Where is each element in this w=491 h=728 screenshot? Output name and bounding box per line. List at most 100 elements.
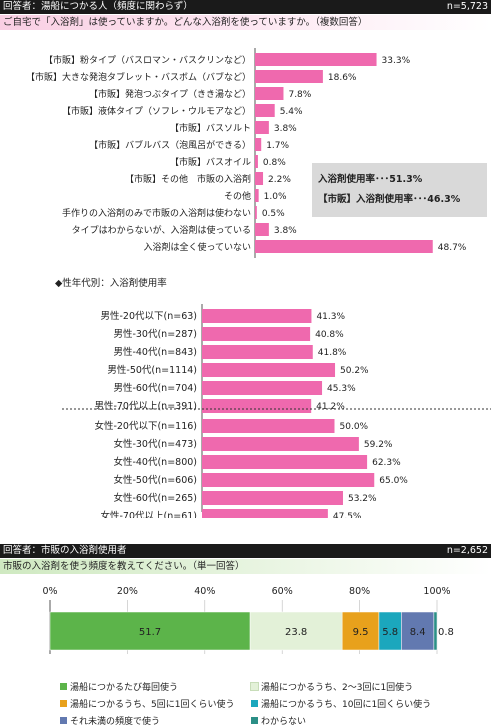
legend-item: わからない [251, 716, 306, 728]
section1-sample-size: n=5,723 [446, 1, 488, 12]
bar [255, 172, 264, 185]
bar-category-label: 【市販】粉タイプ（バスロマン・バスクリンなど） [44, 54, 251, 66]
usage-type-chart: 【市販】粉タイプ（バスロマン・バスクリンなど） 33.3% 【市販】大きな発泡タブレ… [26, 48, 487, 258]
section2-respondents: 回答者：市販の入浴剤使用者 [3, 545, 127, 556]
segment-value-label: 9.5 [353, 627, 369, 638]
bar-category-label: 【市販】バブルバス（泡風呂ができる） [89, 139, 251, 151]
summary-box [312, 163, 487, 217]
bar [202, 437, 359, 451]
bar [202, 473, 375, 487]
bar-category-label: 【市販】バスオイル [170, 156, 251, 168]
legend-swatch [60, 717, 67, 724]
bar-category-label: 女性-50代(n=606) [113, 474, 197, 486]
legend-item: それ未満の頻度で使う [60, 716, 160, 728]
bar-category-label: 女性-70代以上(n=61) [101, 510, 198, 518]
legend-item: 湯船につかるうち、10回に1回くらい使う [251, 699, 431, 711]
segment-value-label: 51.7 [139, 627, 161, 638]
bar-value-label: 33.3% [382, 56, 411, 66]
x-tick-label: 0% [42, 586, 57, 597]
bar-category-label: 男性-70代以上(n=391) [94, 400, 197, 412]
bar-value-label: 40.8% [315, 330, 344, 340]
bar-value-label: 50.0% [340, 422, 369, 432]
bar [255, 223, 269, 236]
section2-header: 回答者：市販の入浴剤使用者 n=2,652 [0, 544, 491, 558]
bar-value-label: 18.6% [328, 73, 357, 83]
segment-value-label: 8.4 [410, 627, 426, 638]
bar-value-label: 7.8% [288, 90, 311, 100]
bar [255, 189, 259, 202]
bar-value-label: 2.2% [268, 175, 291, 185]
bar-value-label: 48.7% [438, 243, 467, 253]
bar-category-label: 【市販】液体タイプ（ソフレ・ウルモアなど） [62, 105, 251, 117]
legend-label: 湯船につかるうち、5回に1回くらい使う [70, 700, 235, 710]
bar-value-label: 1.0% [264, 192, 287, 202]
bar-category-label: 女性-30代(n=473) [113, 438, 197, 450]
bar-category-label: 男性-30代(n=287) [113, 328, 197, 340]
summary-commercial-rate: 【市販】入浴剤使用率･･･46.3% [318, 193, 461, 205]
bar-value-label: 65.0% [379, 476, 408, 486]
bar-value-label: 53.2% [348, 494, 377, 504]
bar-value-label: 50.2% [340, 366, 369, 376]
stacked-segment [341, 611, 380, 651]
bar-value-label: 59.2% [364, 440, 393, 450]
bar-category-label: 男性-60代(n=704) [113, 382, 197, 394]
section1-question: ご自宅で「入浴剤」は使っていますか。どんな入浴剤を使っていますか。（複数回答） [3, 17, 368, 28]
bar [202, 509, 328, 518]
bar-value-label: 41.3% [316, 312, 345, 322]
bar-category-label: 男性-50代(n=1114) [107, 364, 197, 376]
bar [255, 121, 269, 134]
section2-question: 市販の入浴剤を使う頻度を教えてください。（単一回答） [3, 561, 245, 572]
legend-label: 湯船につかるうち、10回に1回くらい使う [261, 700, 432, 710]
legend-swatch [251, 700, 258, 707]
bar-category-label: 手作りの入浴剤のみで市販の入浴剤は使わない [62, 207, 251, 219]
section1-respondents: 回答者：湯船につかる人（頻度に関わらず） [3, 1, 193, 12]
bar-value-label: 0.5% [262, 209, 285, 219]
segment-value-label: 23.8 [285, 627, 307, 638]
legend-swatch [60, 700, 67, 707]
x-tick-label: 100% [423, 586, 450, 597]
legend-item: 湯船につかるうち、2～3回に1回使う [250, 682, 414, 694]
section2-sample-size: n=2,652 [446, 545, 488, 556]
bar [202, 399, 312, 413]
bar [202, 455, 368, 469]
bar-category-label: タイプはわからないが、入浴剤は使っている [72, 224, 251, 236]
legend-item: 湯船につかるうち、5回に1回くらい使う [60, 699, 234, 711]
bar [255, 104, 275, 117]
bar-value-label: 41.2% [316, 402, 345, 412]
stacked-segment [49, 611, 251, 651]
bar [255, 70, 323, 83]
bar [255, 240, 433, 253]
bar [255, 206, 257, 219]
bar-value-label: 1.7% [266, 141, 289, 151]
bar-value-label: 3.8% [274, 124, 297, 134]
x-tick-label: 80% [349, 586, 370, 597]
legend-swatch [250, 682, 259, 691]
bar [202, 309, 312, 323]
legend-label: それ未満の頻度で使う [70, 717, 161, 727]
bar-category-label: 女性-40代(n=800) [113, 456, 197, 468]
stacked-segment [249, 611, 343, 651]
x-tick-label: 60% [272, 586, 293, 597]
bar [255, 53, 377, 66]
bar-category-label: 入浴剤は全く使っていない [143, 241, 251, 253]
bar-category-label: 【市販】大きな発泡タブレット・バスボム（バブなど） [26, 71, 251, 83]
bar-category-label: 女性-60代(n=265) [113, 492, 197, 504]
x-tick-label: 20% [117, 586, 138, 597]
bar [255, 138, 262, 151]
legend-swatch [251, 717, 258, 724]
bar [202, 345, 313, 359]
frequency-chart: 0% 20% 40% 60% 80% 100% 51.7 23.8 9.5 5.8 8.4 0.8 [42, 586, 454, 654]
bar-category-label: 【市販】発泡つぶタイプ（きき湯など） [89, 88, 251, 100]
bar-category-label: その他 [224, 190, 251, 202]
bar-value-label: 3.8% [274, 226, 297, 236]
age-gender-subheading: ◆性年代別：入浴剤使用率 [55, 277, 167, 289]
bar-category-label: 男性-20代以下(n=63) [101, 310, 198, 322]
bar [202, 327, 311, 341]
bar-value-label: 41.8% [318, 348, 347, 358]
legend-label: 湯船につかるうち、2～3回に1回使う [261, 683, 414, 693]
legend-item: 湯船につかるたび毎回使う [60, 682, 178, 694]
bar-value-label: 45.3% [327, 384, 356, 394]
section1-question-bar: ご自宅で「入浴剤」は使っていますか。どんな入浴剤を使っていますか。（複数回答） [0, 15, 491, 30]
bar [255, 87, 284, 100]
